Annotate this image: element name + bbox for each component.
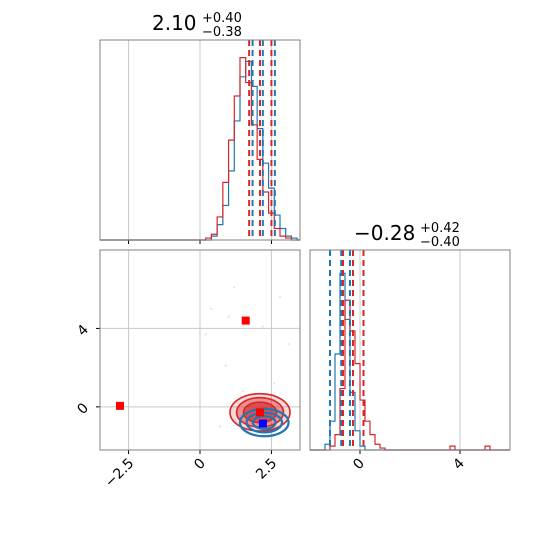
histogram-tail-bin (484, 445, 491, 450)
x-tick-label: −2.5 (102, 456, 137, 491)
x-tick-label: 2.5 (253, 456, 280, 483)
truth-marker-red (241, 316, 250, 325)
truth-marker-blue (258, 419, 267, 428)
param1-title: 2.10 (152, 11, 197, 35)
sample-point (241, 389, 245, 393)
sample-point (218, 425, 222, 428)
sample-point (227, 315, 230, 318)
top-left-panel-frame (99, 39, 301, 241)
sample-point (224, 364, 227, 367)
param2-title-plus: +0.42 (420, 221, 460, 236)
y-tick-label: 4 (74, 322, 92, 340)
x-tick-label: 4 (450, 455, 468, 473)
param2-title: −0.28 (354, 221, 415, 245)
histogram-tail-bin (449, 445, 456, 450)
histogram-series-2 (100, 57, 300, 241)
sample-point (261, 325, 265, 328)
sample-point (210, 307, 213, 311)
x-tick-label: 0 (191, 456, 209, 474)
truth-marker-red (256, 408, 264, 417)
contour-blue-level-1 (238, 407, 290, 438)
param2-title-minus: −0.40 (420, 235, 460, 250)
sample-point (204, 333, 207, 336)
sample-point (278, 295, 282, 299)
histogram-param1-panel (99, 39, 301, 244)
contour-blue-level-2 (245, 411, 284, 434)
param1-title-minus: −0.38 (202, 25, 242, 40)
sample-point (273, 382, 276, 385)
contour-blue-level-3 (251, 415, 277, 430)
histogram-series-2 (310, 299, 510, 451)
sample-point (233, 286, 236, 289)
sample-point (287, 342, 290, 346)
bottom-left-panel-frame (99, 249, 301, 451)
scatter-param1-vs-param2-panel: −2.5 0 2.5 0 4 (74, 249, 301, 491)
y-tick-label: 0 (74, 400, 92, 418)
bottom-right-panel-frame (309, 249, 511, 451)
truth-marker-red (116, 401, 124, 410)
x-tick-label: 0 (350, 456, 368, 474)
param1-title-plus: +0.40 (202, 11, 242, 26)
